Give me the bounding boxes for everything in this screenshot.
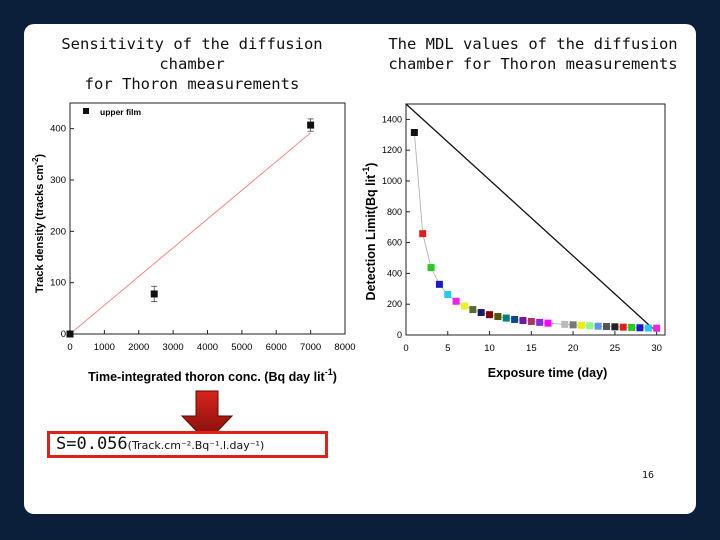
data-point	[519, 317, 527, 325]
data-point	[628, 323, 636, 331]
data-point	[594, 322, 602, 330]
data-point	[66, 330, 74, 338]
y-tick-label: 100	[50, 278, 66, 289]
x-tick-label: 5	[445, 343, 450, 354]
x-tick-label: 6000	[266, 342, 287, 353]
y-tick-label: 800	[387, 207, 402, 217]
data-point	[502, 314, 510, 322]
data-point	[527, 317, 535, 325]
x-tick-label: 20	[568, 343, 579, 354]
data-point	[544, 319, 552, 327]
x-tick-label: 7000	[300, 342, 321, 353]
y-axis-label: Track density (tracks cm-2)	[31, 154, 46, 294]
x-tick-label: 8000	[334, 342, 355, 353]
data-point	[486, 311, 494, 319]
y-tick-label: 400	[387, 268, 402, 278]
x-tick-label: 3000	[163, 342, 184, 353]
x-tick-label: 25	[610, 343, 621, 354]
x-tick-label: 1000	[94, 342, 115, 353]
data-point	[511, 315, 519, 323]
data-point	[150, 290, 158, 298]
data-point	[636, 324, 644, 332]
data-point	[444, 290, 452, 298]
data-point	[452, 297, 460, 305]
legend-marker	[83, 108, 89, 114]
x-tick-label: 10	[484, 343, 495, 354]
data-point	[653, 324, 661, 332]
y-tick-label: 1200	[382, 145, 402, 155]
x-tick-label: 2000	[128, 342, 149, 353]
y-tick-label: 300	[50, 175, 66, 186]
data-point	[307, 121, 315, 129]
data-point	[561, 320, 569, 328]
data-point	[494, 313, 502, 321]
data-point	[460, 302, 468, 310]
y-axis-label: Detection Limit(Bq lit-1)	[361, 163, 378, 301]
data-point	[569, 321, 577, 329]
y-tick-label: 400	[50, 124, 66, 135]
page-number: 16	[642, 470, 655, 481]
y-tick-label: 600	[387, 238, 402, 248]
sensitivity-formula-box: S=0.056(Track.cm⁻².Bq⁻¹.l.day⁻¹)	[47, 431, 328, 458]
x-tick-label: 15	[526, 343, 537, 354]
y-tick-label: 1000	[382, 176, 402, 186]
x-tick-label: 0	[67, 342, 72, 353]
data-point	[427, 264, 435, 272]
fit-line	[69, 132, 311, 335]
data-point	[586, 322, 594, 330]
x-axis-label: Exposure time (day)	[488, 366, 607, 380]
right-chart-title: The MDL values of the diffusion chamber …	[388, 35, 678, 73]
data-point	[435, 280, 443, 288]
y-tick-label: 0	[61, 329, 66, 340]
data-point	[611, 323, 619, 331]
x-tick-label: 0	[403, 343, 408, 354]
formula-main: S=0.056	[56, 434, 128, 454]
legend-label: upper film	[100, 107, 142, 117]
x-tick-label: 30	[651, 343, 662, 354]
formula-units: (Track.cm⁻².Bq⁻¹.l.day⁻¹)	[127, 439, 265, 452]
data-point	[644, 324, 652, 332]
data-point	[536, 318, 544, 326]
data-point	[577, 321, 585, 329]
sensitivity-chart: 0 1000 2000 3000 4000 5000 6000 7000 8000 0 100 200…	[31, 102, 356, 384]
data-point	[469, 306, 477, 314]
plot-frame	[405, 103, 666, 336]
data-point	[619, 323, 627, 331]
data-point	[603, 323, 611, 331]
mdl-chart: 0 5 10 15 20 25 30 0 200 400 600 800 1000 1200 1400 Exp…	[361, 103, 666, 380]
y-tick-label: 0	[397, 330, 402, 340]
down-arrow-shape	[180, 390, 234, 443]
down-arrow-icon	[180, 390, 234, 443]
y-tick-label: 200	[387, 299, 402, 309]
data-point	[410, 128, 418, 136]
data-point	[477, 309, 485, 317]
y-tick-label: 200	[50, 226, 66, 237]
data-point	[419, 230, 427, 238]
x-tick-label: 5000	[231, 342, 252, 353]
diagonal-line	[405, 103, 654, 330]
y-tick-label: 1400	[382, 114, 402, 124]
x-tick-label: 4000	[197, 342, 218, 353]
left-chart-title: Sensitivity of the diffusion chamber for…	[61, 35, 323, 93]
x-axis-label: Time-integrated thoron conc. (Bq day lit…	[88, 367, 337, 384]
